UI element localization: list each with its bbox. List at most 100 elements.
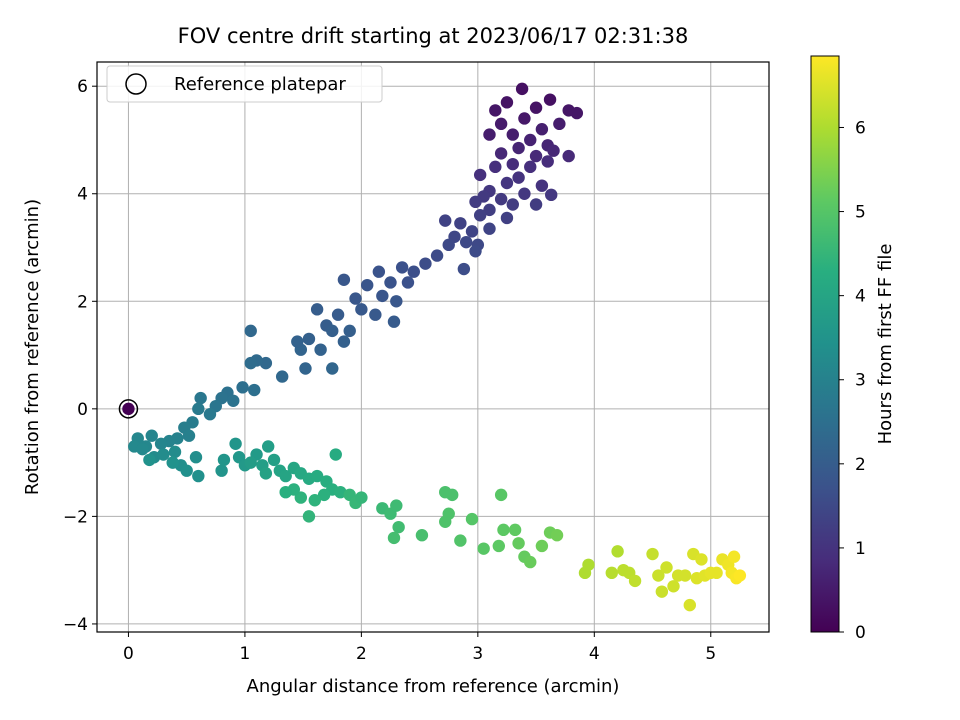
data-point xyxy=(469,245,482,258)
data-point xyxy=(334,485,347,499)
data-point xyxy=(227,394,240,407)
data-point xyxy=(550,529,564,542)
data-point xyxy=(407,265,420,278)
data-point xyxy=(442,238,455,252)
data-point xyxy=(244,356,257,370)
data-point xyxy=(655,585,669,598)
y-tick-label: 2 xyxy=(77,292,88,312)
data-point xyxy=(244,324,257,338)
data-point xyxy=(308,494,321,507)
data-point xyxy=(535,539,549,553)
data-point xyxy=(667,580,680,593)
data-point xyxy=(314,343,327,356)
reference-platepar-marker xyxy=(118,399,139,419)
colorbar-tick-label: 5 xyxy=(855,203,866,223)
x-tick-label: 3 xyxy=(472,644,483,664)
data-point xyxy=(360,278,374,292)
colorbar: 0 1 2 3 4 5 6 Hours from first FF file xyxy=(810,55,896,643)
x-tick-label: 5 xyxy=(705,644,716,664)
data-point xyxy=(262,440,275,453)
data-point xyxy=(302,332,316,346)
data-point xyxy=(628,574,642,588)
data-point xyxy=(446,488,459,502)
data-point xyxy=(646,547,659,561)
data-point xyxy=(710,566,723,580)
data-point xyxy=(535,123,549,136)
x-axis-ticks: 0 1 2 3 4 5 xyxy=(123,632,716,664)
data-point xyxy=(605,566,618,580)
data-point xyxy=(291,335,304,348)
data-point xyxy=(547,144,560,157)
data-point xyxy=(302,510,316,523)
data-point xyxy=(489,104,502,117)
data-point xyxy=(454,217,467,230)
colorbar-tick-label: 0 xyxy=(855,623,866,643)
data-point xyxy=(541,155,554,168)
data-point xyxy=(267,453,281,467)
data-point xyxy=(192,402,205,416)
data-point xyxy=(469,195,482,209)
data-point xyxy=(355,491,368,504)
data-point xyxy=(244,456,257,469)
data-point xyxy=(430,249,444,262)
y-tick-label: −4 xyxy=(63,615,88,635)
data-point xyxy=(390,499,403,512)
colorbar-tick-label: 2 xyxy=(855,455,866,475)
data-point xyxy=(326,324,339,338)
x-tick-label: 1 xyxy=(239,644,250,664)
x-tick-label: 2 xyxy=(356,644,367,664)
data-point xyxy=(145,429,158,442)
data-point xyxy=(524,555,537,569)
data-point xyxy=(248,383,261,397)
data-point xyxy=(349,292,362,305)
data-point xyxy=(194,391,207,405)
data-point xyxy=(166,456,179,469)
data-point xyxy=(494,488,508,502)
data-point xyxy=(524,160,537,174)
data-point xyxy=(203,408,217,421)
data-point xyxy=(553,117,566,131)
data-point xyxy=(376,289,389,303)
colorbar-gradient xyxy=(810,55,840,633)
data-point xyxy=(384,276,397,289)
data-point xyxy=(497,523,510,537)
data-point xyxy=(136,442,149,456)
data-point xyxy=(727,550,741,563)
data-point xyxy=(512,171,525,184)
data-point xyxy=(189,451,203,464)
data-point xyxy=(329,448,342,461)
data-point xyxy=(473,168,487,182)
colorbar-label: Hours from first FF file xyxy=(875,244,896,445)
legend-open-circle-icon xyxy=(125,73,147,95)
data-point xyxy=(168,445,182,459)
data-point xyxy=(524,133,537,147)
data-point xyxy=(512,141,525,155)
data-point xyxy=(259,356,273,370)
data-point xyxy=(494,192,508,206)
data-point xyxy=(337,335,351,348)
data-point xyxy=(492,539,506,553)
data-point xyxy=(545,188,558,202)
plot-background xyxy=(97,62,769,632)
data-point xyxy=(508,523,522,537)
data-point xyxy=(529,198,543,211)
data-point xyxy=(279,469,292,483)
data-point xyxy=(660,561,673,574)
data-point xyxy=(154,437,168,450)
data-point xyxy=(683,598,697,612)
legend: Reference platepar xyxy=(106,65,383,103)
data-point xyxy=(652,569,665,582)
data-point xyxy=(454,534,467,547)
data-point xyxy=(369,308,382,321)
data-point xyxy=(483,222,496,235)
data-point xyxy=(310,469,324,483)
data-point xyxy=(483,203,496,217)
data-point xyxy=(477,542,490,555)
data-point xyxy=(512,537,525,550)
data-point xyxy=(326,362,339,375)
data-point xyxy=(465,512,479,526)
data-point xyxy=(473,209,487,222)
data-point xyxy=(439,515,452,528)
data-point xyxy=(570,106,584,120)
data-point xyxy=(529,101,543,114)
